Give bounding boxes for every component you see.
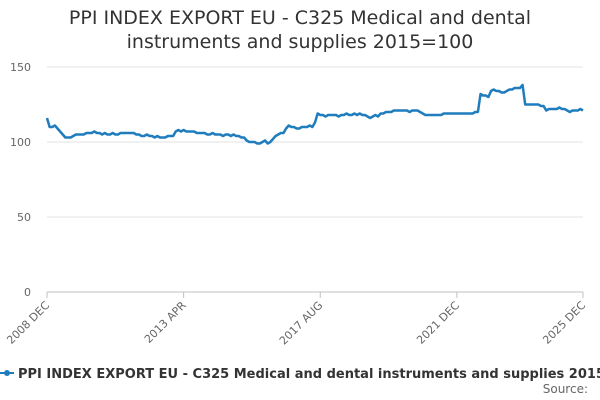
- x-tick-label: 2021 DEC: [414, 299, 462, 347]
- data-line: [45, 83, 584, 145]
- legend-marker: [4, 370, 10, 376]
- y-tick-label: 100: [10, 136, 31, 149]
- chart-title: PPI INDEX EXPORT EU - C325 Medical and d…: [68, 7, 532, 53]
- y-tick-label: 0: [24, 286, 31, 299]
- legend-label: PPI INDEX EXPORT EU - C325 Medical and d…: [18, 367, 600, 382]
- x-tick-label: 2025 DEC: [540, 299, 588, 347]
- x-tick-label: 2017 AUG: [277, 299, 326, 348]
- x-tick-label: 2013 APR: [142, 299, 189, 346]
- y-tick-label: 50: [17, 211, 31, 224]
- y-tick-label: 150: [10, 61, 31, 74]
- source: Source:: [543, 382, 588, 396]
- x-tick-label: 2008 DEC: [4, 299, 52, 347]
